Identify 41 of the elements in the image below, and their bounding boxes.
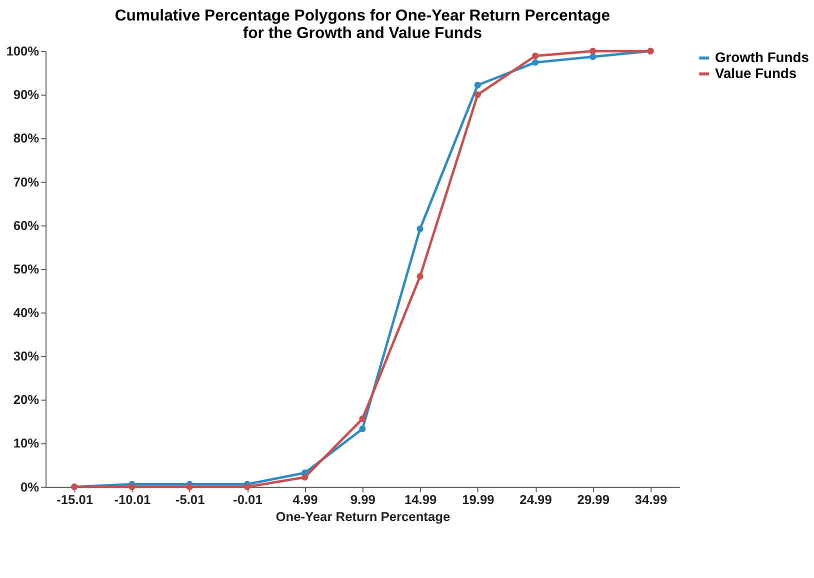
- y-tick-label: 70%: [13, 174, 40, 190]
- point: [416, 226, 424, 232]
- x-tick-label: 34.99: [634, 492, 668, 508]
- x-tick-label: 9.99: [350, 492, 376, 508]
- x-tick-label: 4.99: [292, 492, 318, 508]
- x-axis-title: One-Year Return Percentage: [276, 508, 450, 524]
- legend-label: Growth Funds: [714, 49, 810, 65]
- point: [302, 474, 308, 481]
- y-tick-label: 40%: [13, 304, 40, 320]
- point: [416, 273, 424, 280]
- y-tick-label: 10%: [13, 436, 40, 451]
- x-tick-label: -5.01: [175, 492, 205, 508]
- y-tick-label: 100%: [6, 44, 40, 59]
- point: [186, 484, 193, 490]
- point: [590, 48, 596, 54]
- x-tick-label: 24.99: [520, 492, 552, 508]
- point: [244, 484, 251, 490]
- y-tick-label: 20%: [13, 392, 40, 408]
- y-tick-label: 0%: [20, 479, 40, 494]
- point: [474, 82, 481, 88]
- point: [532, 52, 539, 60]
- point: [359, 426, 366, 432]
- y-tick-label: 50%: [13, 261, 40, 276]
- point: [590, 53, 596, 60]
- y-tick-label: 80%: [13, 130, 40, 146]
- x-tick-label: 19.99: [462, 492, 494, 508]
- x-tick-label: 29.99: [577, 492, 610, 508]
- legend-label: Value Funds: [714, 64, 797, 81]
- x-tick-label: 14.99: [404, 492, 437, 508]
- y-tick-label: 30%: [13, 348, 40, 364]
- point: [359, 416, 366, 422]
- point: [128, 484, 136, 490]
- y-tick-label: 60%: [13, 218, 40, 233]
- y-tick-label: 90%: [13, 87, 40, 102]
- text: Cumulative Percentage Polygons for One-Year Return Percentage: [114, 7, 610, 24]
- x-tick-label: -10.01: [114, 492, 151, 508]
- point: [474, 91, 481, 98]
- point: [532, 59, 539, 66]
- text: for the Growth and Value Funds: [242, 25, 482, 42]
- x-tick-label: -0.01: [233, 492, 262, 508]
- x-tick-label: -15.01: [56, 492, 94, 508]
